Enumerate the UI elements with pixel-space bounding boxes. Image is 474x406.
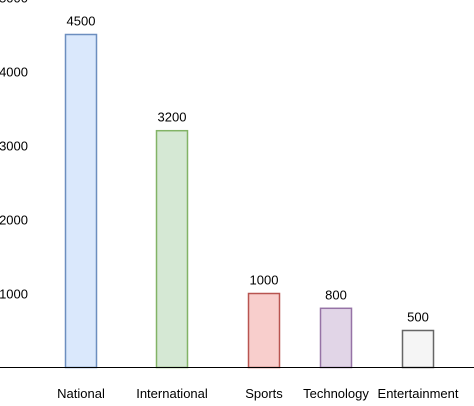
data-label: 800 <box>325 287 347 302</box>
data-label: 4500 <box>67 14 96 29</box>
bar-national <box>64 33 98 369</box>
bar-sports <box>247 292 281 369</box>
y-axis-ticks: 1000 2000 3000 4000 5000 <box>0 0 28 302</box>
y-tick-label: 5000 <box>0 0 28 6</box>
bars <box>64 33 435 369</box>
category-label: International <box>136 386 208 401</box>
category-label: Sports <box>245 386 283 401</box>
y-tick-label: 1000 <box>0 287 28 302</box>
x-axis-labels: National International Sports Technology Ent… <box>57 386 459 401</box>
category-label: Technology <box>303 386 369 401</box>
category-label: Entertainment <box>378 386 459 401</box>
category-label: National <box>57 386 105 401</box>
y-tick-label: 2000 <box>0 213 28 228</box>
y-tick-label: 4000 <box>0 65 28 80</box>
data-label: 3200 <box>158 110 187 125</box>
y-tick-label: 3000 <box>0 139 28 154</box>
data-labels: 4500 3200 1000 800 500 <box>67 14 429 325</box>
bar-international <box>155 129 189 369</box>
data-label: 1000 <box>250 273 279 288</box>
bar-entertainment <box>401 329 435 369</box>
bar-technology <box>319 307 353 369</box>
data-label: 500 <box>407 310 429 325</box>
